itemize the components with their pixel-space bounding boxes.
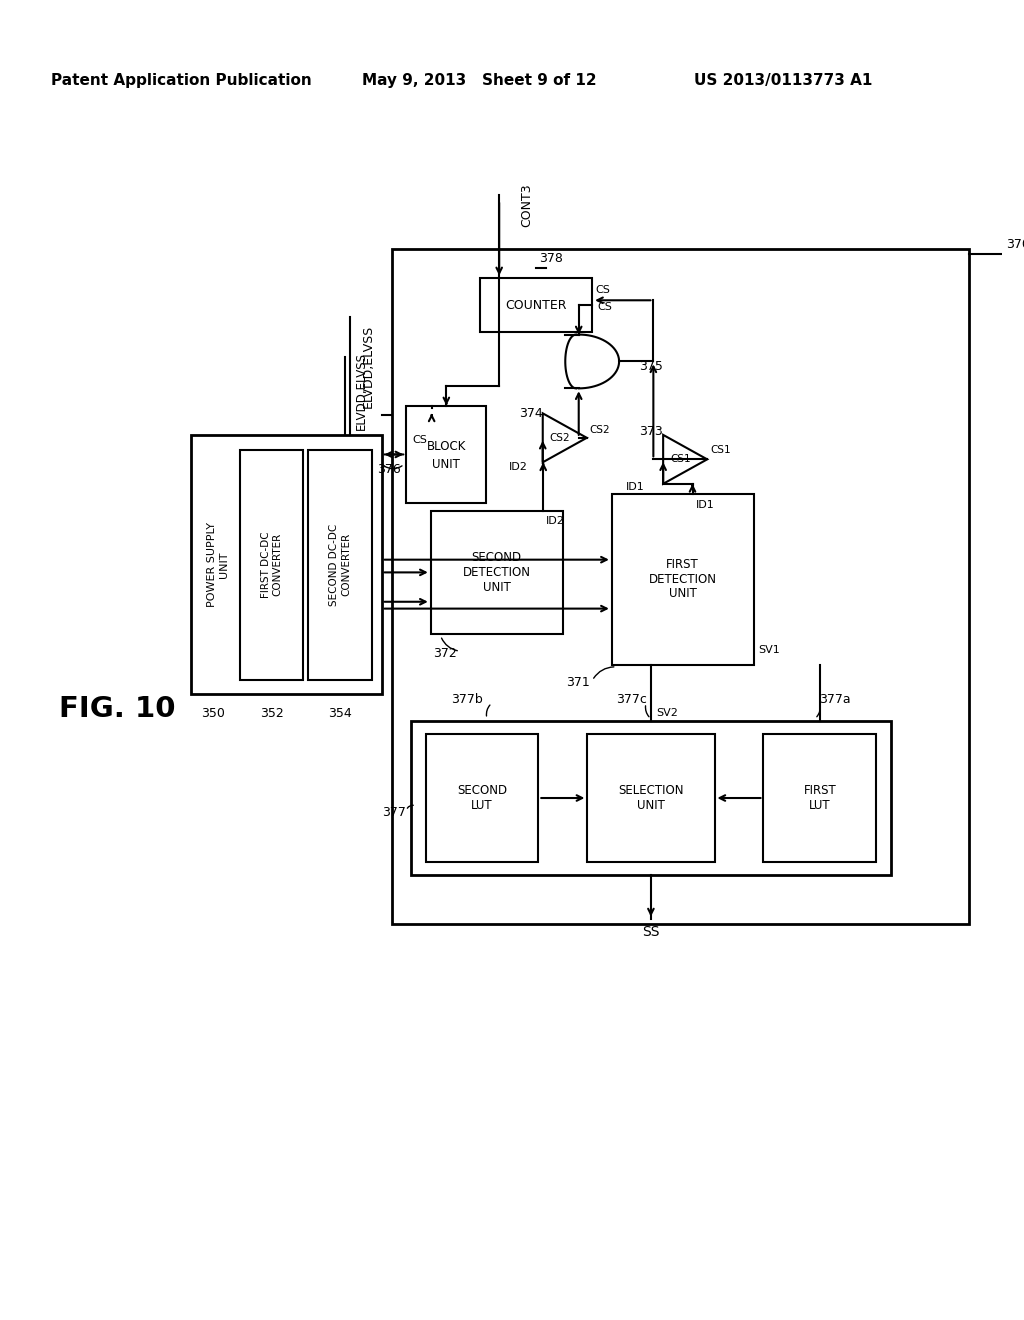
Text: SECOND: SECOND (457, 784, 507, 797)
Text: ELVDD,ELVSS: ELVDD,ELVSS (355, 352, 368, 430)
Bar (190, 434, 382, 694)
Text: 377: 377 (382, 807, 407, 820)
Text: CONT3: CONT3 (521, 183, 534, 227)
Text: CS1: CS1 (710, 445, 731, 454)
Text: 374: 374 (518, 407, 543, 420)
Text: COUNTER: COUNTER (505, 298, 566, 312)
Text: 354: 354 (329, 708, 352, 721)
Text: SV1: SV1 (759, 645, 780, 655)
Bar (411, 721, 891, 875)
Text: CS1: CS1 (670, 454, 690, 465)
Bar (308, 450, 372, 680)
Text: UNIT: UNIT (432, 458, 460, 471)
Bar (479, 279, 592, 333)
Text: LUT: LUT (809, 800, 830, 812)
Text: ID2: ID2 (509, 462, 527, 473)
Text: 352: 352 (260, 708, 284, 721)
Text: SECOND: SECOND (472, 552, 522, 564)
Text: ID2: ID2 (546, 516, 565, 525)
Text: 350: 350 (201, 708, 224, 721)
Text: 378: 378 (539, 252, 562, 265)
Text: SS: SS (642, 925, 659, 939)
Text: UNIT: UNIT (669, 587, 696, 601)
Bar (764, 734, 877, 862)
Text: POWER SUPPLY
UNIT: POWER SUPPLY UNIT (208, 523, 229, 607)
Text: 375: 375 (639, 360, 663, 372)
Text: FIRST: FIRST (667, 558, 699, 572)
Text: BLOCK: BLOCK (427, 440, 466, 453)
Text: 371: 371 (565, 676, 590, 689)
Bar (391, 249, 969, 924)
Text: FIRST: FIRST (804, 784, 837, 797)
Polygon shape (543, 413, 587, 462)
Bar (407, 405, 486, 503)
Text: SELECTION: SELECTION (618, 784, 684, 797)
Bar (426, 734, 539, 862)
Text: US 2013/0113773 A1: US 2013/0113773 A1 (694, 73, 872, 88)
Text: 373: 373 (639, 425, 663, 438)
Text: CS2: CS2 (550, 433, 570, 442)
Polygon shape (664, 434, 708, 484)
Text: CS: CS (597, 302, 612, 312)
Text: ELVDD,ELVSS: ELVDD,ELVSS (361, 325, 375, 408)
Text: DETECTION: DETECTION (463, 566, 530, 579)
Text: SECOND DC-DC
CONVERTER: SECOND DC-DC CONVERTER (330, 524, 351, 606)
Text: UNIT: UNIT (637, 800, 665, 812)
Text: ID1: ID1 (695, 500, 714, 511)
Text: LUT: LUT (471, 800, 493, 812)
Text: 377c: 377c (615, 693, 647, 706)
Text: FIRST DC-DC
CONVERTER: FIRST DC-DC CONVERTER (261, 531, 283, 598)
Text: 377b: 377b (452, 693, 483, 706)
Text: 370: 370 (1006, 238, 1024, 251)
Text: 377a: 377a (818, 693, 850, 706)
Text: SV2: SV2 (655, 708, 678, 718)
Text: 376: 376 (378, 462, 401, 475)
Bar (611, 494, 754, 665)
Text: Patent Application Publication: Patent Application Publication (51, 73, 311, 88)
Bar (240, 450, 303, 680)
Text: CS2: CS2 (590, 425, 610, 436)
Text: FIG. 10: FIG. 10 (59, 694, 176, 723)
Text: May 9, 2013   Sheet 9 of 12: May 9, 2013 Sheet 9 of 12 (362, 73, 597, 88)
Text: UNIT: UNIT (482, 581, 511, 594)
Text: CS: CS (413, 434, 427, 445)
Text: ID1: ID1 (627, 482, 645, 492)
Bar (431, 511, 563, 634)
Bar (588, 734, 715, 862)
Text: CS: CS (595, 285, 610, 296)
Text: 372: 372 (433, 647, 458, 660)
Text: DETECTION: DETECTION (649, 573, 717, 586)
